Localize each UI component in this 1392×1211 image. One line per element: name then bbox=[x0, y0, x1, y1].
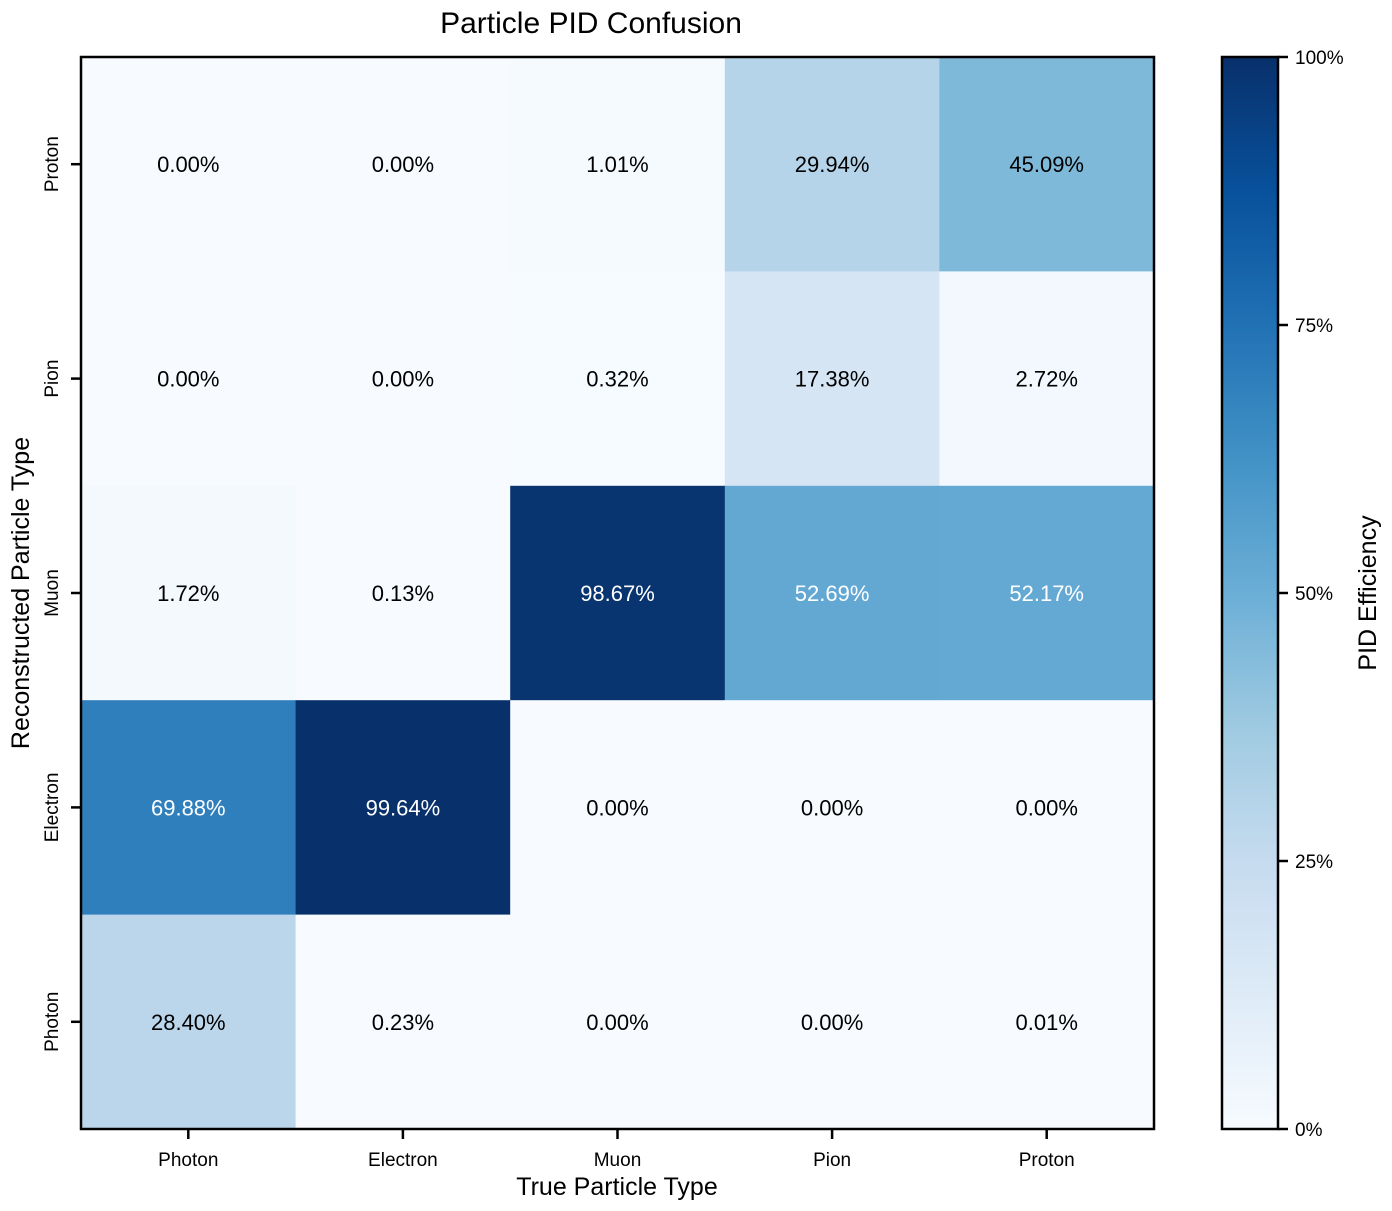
heatmap-cell bbox=[939, 485, 1155, 701]
cell-value-label: 0.00% bbox=[372, 152, 434, 177]
x-tick-label: Electron bbox=[368, 1150, 438, 1171]
cell-value-label: 52.17% bbox=[1009, 581, 1084, 606]
heatmap-cell bbox=[81, 57, 297, 272]
heatmap-cell bbox=[939, 914, 1155, 1130]
colorbar-label: PID Efficiency bbox=[1354, 515, 1382, 671]
heatmap-cell bbox=[939, 57, 1155, 272]
chart-title: Particle PID Confusion bbox=[440, 7, 742, 40]
colorbar-ticks: 0% 25% 50% 75% 100% bbox=[1278, 48, 1344, 1141]
cell-value-label: 99.64% bbox=[366, 795, 441, 820]
heatmap-cell bbox=[295, 914, 511, 1130]
heatmap-cell bbox=[939, 700, 1155, 916]
heatmap-cell bbox=[724, 57, 940, 272]
cell-value-label: 2.72% bbox=[1016, 367, 1078, 392]
cell-value-label: 0.00% bbox=[157, 152, 219, 177]
colorbar-tick-label: 25% bbox=[1295, 852, 1333, 873]
heatmap-cell bbox=[81, 485, 297, 701]
cell-value-label: 29.94% bbox=[795, 152, 870, 177]
cell-value-label: 0.00% bbox=[801, 1010, 863, 1035]
heatmap-cell bbox=[724, 485, 940, 701]
cell-value-label: 0.00% bbox=[372, 367, 434, 392]
heatmap-cell bbox=[510, 271, 726, 487]
heatmap-cell bbox=[510, 700, 726, 916]
y-tick-label: Electron bbox=[42, 773, 63, 843]
x-axis-ticks: Photon Electron Muon Pion Proton bbox=[158, 1129, 1075, 1171]
heatmap-cell-labels: 0.00% 0.00% 1.01% 29.94% 45.09% 0.00% 0.00% 0.3… bbox=[151, 152, 1084, 1035]
x-tick-label: Photon bbox=[158, 1150, 218, 1171]
heatmap-cell bbox=[295, 700, 511, 916]
colorbar-tick-label: 50% bbox=[1295, 584, 1333, 605]
x-tick-label: Muon bbox=[594, 1150, 642, 1171]
cell-value-label: 28.40% bbox=[151, 1010, 226, 1035]
cell-value-label: 17.38% bbox=[795, 367, 870, 392]
heatmap-cell bbox=[724, 914, 940, 1130]
x-axis-label: True Particle Type bbox=[516, 1173, 717, 1201]
cell-value-label: 0.23% bbox=[372, 1010, 434, 1035]
cell-value-label: 1.72% bbox=[157, 581, 219, 606]
heatmap-cell bbox=[724, 700, 940, 916]
cell-value-label: 0.00% bbox=[1016, 795, 1078, 820]
heatmap-cell bbox=[939, 271, 1155, 487]
cell-value-label: 0.01% bbox=[1016, 1010, 1078, 1035]
cell-value-label: 0.00% bbox=[801, 795, 863, 820]
cell-value-label: 0.32% bbox=[586, 367, 648, 392]
x-tick-label: Proton bbox=[1019, 1150, 1075, 1171]
heatmap-cell bbox=[510, 485, 726, 701]
cell-value-label: 0.00% bbox=[586, 1010, 648, 1035]
heatmap-cell bbox=[295, 271, 511, 487]
colorbar-tick-label: 100% bbox=[1295, 48, 1344, 69]
heatmap-cell bbox=[81, 271, 297, 487]
heatmap-cell bbox=[81, 914, 297, 1130]
cell-value-label: 98.67% bbox=[580, 581, 655, 606]
y-axis-ticks: Proton Pion Muon Electron Photon bbox=[42, 136, 81, 1052]
heatmap-cell bbox=[510, 914, 726, 1130]
y-axis-label: Reconstructed Particle Type bbox=[7, 437, 35, 749]
heatmap-cell bbox=[295, 57, 511, 272]
y-tick-label: Muon bbox=[42, 569, 63, 617]
colorbar-tick-label: 0% bbox=[1295, 1120, 1323, 1141]
cell-value-label: 0.00% bbox=[157, 367, 219, 392]
heatmap-cell bbox=[81, 700, 297, 916]
heatmap-cell bbox=[295, 485, 511, 701]
cell-value-label: 0.00% bbox=[586, 795, 648, 820]
y-tick-label: Photon bbox=[42, 992, 63, 1052]
y-tick-label: Pion bbox=[42, 360, 63, 398]
cell-value-label: 69.88% bbox=[151, 795, 226, 820]
heatmap-cell bbox=[510, 57, 726, 272]
cell-value-label: 52.69% bbox=[795, 581, 870, 606]
cell-value-label: 1.01% bbox=[586, 152, 648, 177]
y-tick-label: Proton bbox=[42, 136, 63, 192]
colorbar-tick-label: 75% bbox=[1295, 316, 1333, 337]
heatmap-cell bbox=[724, 271, 940, 487]
x-tick-label: Pion bbox=[813, 1150, 851, 1171]
heatmap-cells bbox=[81, 57, 1155, 1130]
cell-value-label: 0.13% bbox=[372, 581, 434, 606]
colorbar bbox=[1220, 55, 1280, 1131]
cell-value-label: 45.09% bbox=[1009, 152, 1084, 177]
